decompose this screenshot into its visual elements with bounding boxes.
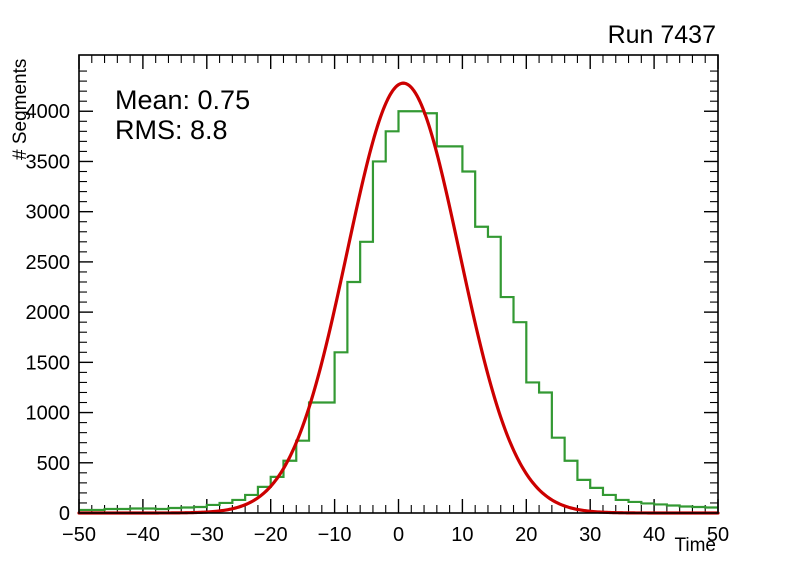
x-tick-label: 40: [643, 524, 665, 546]
x-tick-label: 0: [393, 524, 404, 546]
histogram-step-curve: [79, 110, 718, 512]
x-tick-label: −10: [318, 524, 352, 546]
x-tick-label: 30: [579, 524, 601, 546]
x-tick-label: 20: [515, 524, 537, 546]
plot-frame: [78, 54, 719, 514]
stats-mean-label: Mean: 0.75: [115, 85, 250, 115]
run-title: Run 7437: [608, 21, 716, 49]
y-tick-label: 4000: [26, 101, 71, 123]
plot-area: −50 −40 −30 −20 −10 0 10 20 30 40 5005001000150020…: [26, 55, 729, 546]
x-tick-label: −40: [126, 524, 160, 546]
y-tick-label: 1500: [26, 352, 71, 374]
x-axis-title: Time: [674, 535, 716, 556]
y-axis-title: # Segments: [10, 59, 31, 160]
x-tick-label: −30: [190, 524, 224, 546]
y-tick-label: 1000: [26, 403, 71, 425]
stats-rms-label: RMS: 8.8: [115, 115, 228, 145]
x-tick-label: 10: [451, 524, 473, 546]
y-tick-label: 2000: [26, 302, 71, 324]
y-tick-label: 500: [37, 453, 70, 475]
y-tick-label: 3000: [26, 202, 71, 224]
x-tick-label: −20: [254, 524, 288, 546]
y-tick-label: 3500: [26, 151, 71, 173]
x-tick-label: 50: [707, 524, 729, 546]
x-tick-label: −50: [62, 524, 96, 546]
y-tick-label: 0: [59, 503, 70, 525]
y-tick-label: 2500: [26, 252, 71, 274]
